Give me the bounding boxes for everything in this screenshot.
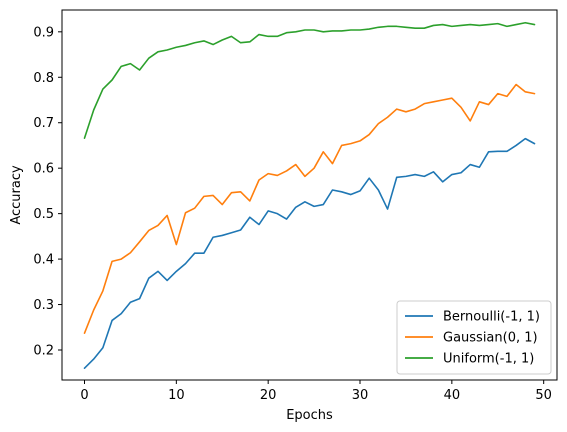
y-tick-label: 0.9 (33, 25, 54, 40)
y-tick-label: 0.6 (33, 162, 54, 177)
x-tick-label: 20 (260, 388, 277, 403)
x-axis-ticks: 0 10 20 30 40 50 (80, 380, 552, 403)
y-axis-ticks: 0.2 0.3 0.4 0.5 0.6 0.7 0.8 0.9 (33, 25, 62, 359)
y-tick-label: 0.8 (33, 71, 54, 86)
x-tick-label: 50 (535, 388, 552, 403)
series-layer (83, 21, 536, 369)
x-tick-label: 30 (352, 388, 369, 403)
legend-box (396, 300, 552, 375)
plot-area (61, 9, 558, 381)
x-tick-label: 10 (168, 388, 185, 403)
y-tick-label: 0.4 (33, 253, 54, 268)
legend-label: Gaussian(0, 1) (443, 331, 538, 346)
y-tick-label: 0.2 (33, 344, 54, 359)
x-tick-label: 40 (444, 388, 461, 403)
legend-label: Bernoulli(-1, 1) (443, 310, 540, 325)
plot-frame (61, 9, 558, 381)
y-tick-label: 0.5 (33, 207, 54, 222)
legend-label: Uniform(-1, 1) (443, 352, 534, 367)
y-tick-label: 0.3 (33, 298, 54, 313)
y-axis-title: Accuracy (9, 165, 24, 225)
series-line-bernoulli (83, 137, 536, 369)
y-tick-label: 0.7 (33, 116, 54, 131)
legend: Bernoulli(-1, 1) Gaussian(0, 1) Uniform(-1… (396, 300, 552, 375)
x-axis-title: Epochs (286, 408, 333, 423)
x-tick-label: 0 (80, 388, 88, 403)
series-line-uniform (83, 21, 536, 139)
series-line-gaussian (83, 83, 536, 334)
